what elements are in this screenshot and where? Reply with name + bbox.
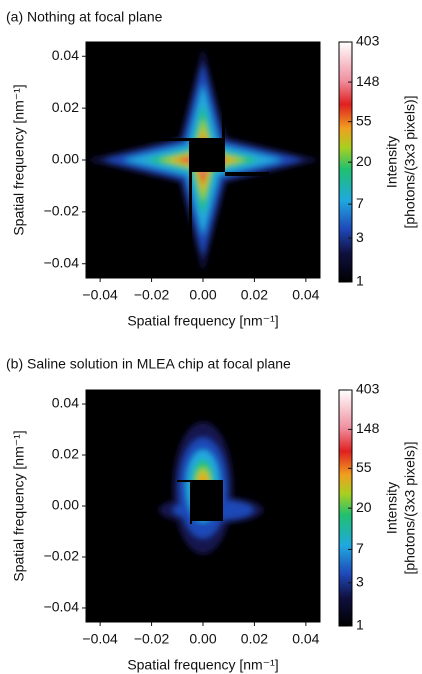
beam-stop xyxy=(189,172,192,262)
y-tick-label: −0.02 xyxy=(44,548,80,564)
x-tick-label: −0.02 xyxy=(134,287,170,303)
colorbar-tick-label: 1 xyxy=(356,273,364,289)
beam-stop xyxy=(190,480,223,521)
colorbar-tick-label: 148 xyxy=(356,420,380,436)
colorbar-tick-label: 148 xyxy=(356,73,380,89)
x-tick-label: 0.00 xyxy=(189,631,216,647)
y-axis-label: Spatial frequency [nm⁻¹] xyxy=(11,430,27,581)
colorbar-tick-label: 20 xyxy=(356,499,372,515)
colorbar-tick-label: 3 xyxy=(356,229,364,245)
colorbar-tick-label: 20 xyxy=(356,153,372,169)
panel-title: (b) Saline solution in MLEA chip at foca… xyxy=(6,356,291,372)
colorbar-tick-label: 55 xyxy=(356,112,372,128)
y-tick-label: 0.00 xyxy=(52,151,79,167)
colorbar-tick-label: 7 xyxy=(356,540,364,556)
y-tick-label: −0.02 xyxy=(44,203,80,219)
colorbar-label: Intensity xyxy=(384,482,400,534)
colorbar-label: Intensity xyxy=(384,136,400,188)
colorbar-tick-label: 403 xyxy=(356,381,380,397)
x-axis-label: Spatial frequency [nm⁻¹] xyxy=(127,657,278,673)
panel-title: (a) Nothing at focal plane xyxy=(6,9,163,25)
beam-stop xyxy=(190,521,192,524)
x-tick-label: 0.00 xyxy=(189,287,216,303)
beam-stop xyxy=(189,138,225,172)
x-tick-label: 0.04 xyxy=(292,631,319,647)
y-axis-label: Spatial frequency [nm⁻¹] xyxy=(11,84,27,235)
colorbar-tick-label: 1 xyxy=(356,617,364,633)
beam-stop xyxy=(222,60,225,138)
colorbar-tick-label: 3 xyxy=(356,573,364,589)
beam-stop xyxy=(141,138,189,141)
x-axis-label: Spatial frequency [nm⁻¹] xyxy=(127,313,278,329)
beam-stop xyxy=(177,480,190,482)
x-tick-label: 0.04 xyxy=(292,287,319,303)
y-tick-label: 0.00 xyxy=(52,497,79,513)
y-tick-label: −0.04 xyxy=(44,254,80,270)
x-tick-label: −0.04 xyxy=(82,631,118,647)
colorbar-tick-label: 7 xyxy=(356,195,364,211)
y-tick-label: 0.02 xyxy=(52,99,79,115)
figure: (a) Nothing at focal plane −0.04 −0.02 0.00… xyxy=(0,0,422,674)
colorbar-tick-label: 55 xyxy=(356,459,372,475)
y-tick-label: 0.04 xyxy=(52,47,79,63)
colorbar-tick-label: 403 xyxy=(356,33,380,49)
colorbar-label: [photons/(3x3 pixels)] xyxy=(402,441,418,574)
colorbar-label: [photons/(3x3 pixels)] xyxy=(402,95,418,228)
beam-stop xyxy=(225,172,269,176)
y-tick-label: −0.04 xyxy=(44,599,80,615)
x-tick-label: 0.02 xyxy=(241,287,268,303)
x-tick-label: −0.04 xyxy=(82,287,118,303)
x-tick-label: −0.02 xyxy=(134,631,170,647)
y-tick-label: 0.04 xyxy=(52,395,79,411)
y-tick-label: 0.02 xyxy=(52,446,79,462)
x-tick-label: 0.02 xyxy=(241,631,268,647)
